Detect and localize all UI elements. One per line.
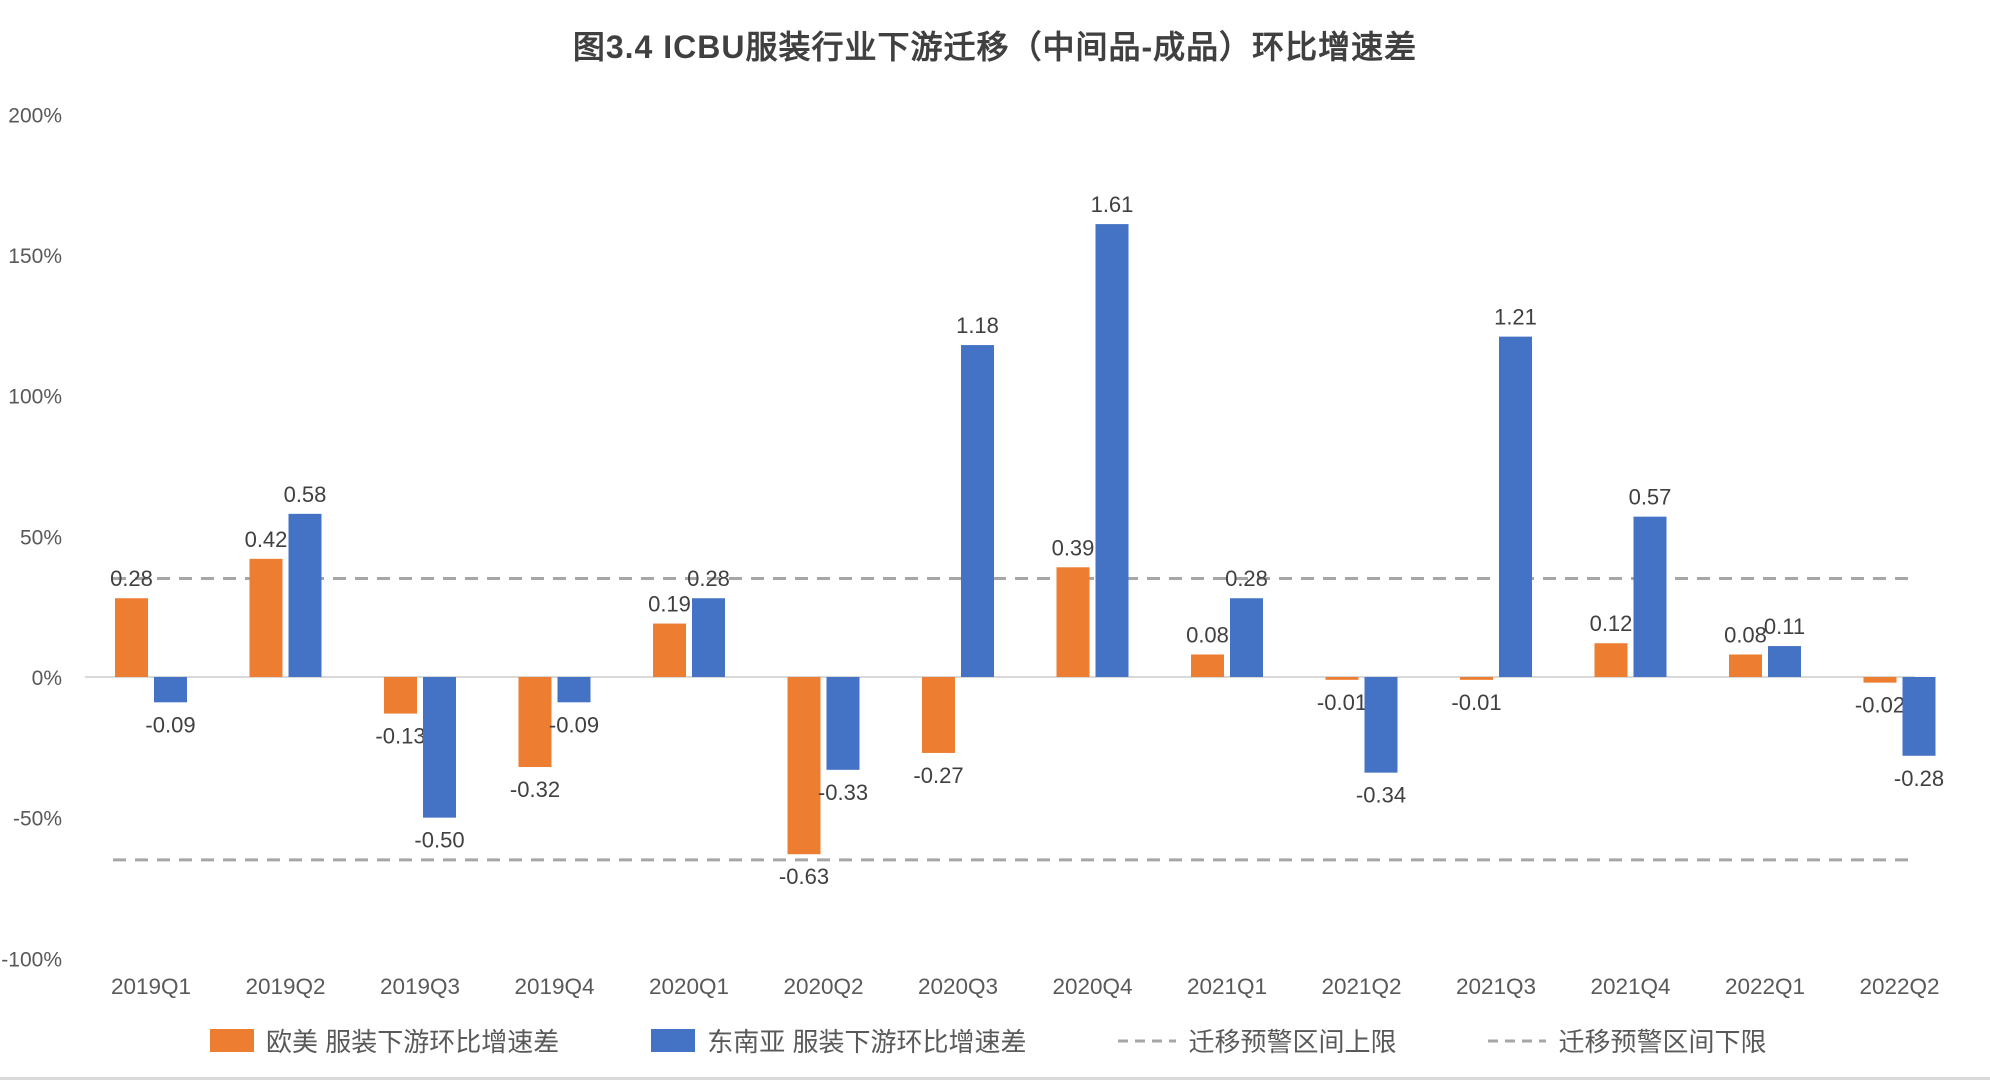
y-axis-tick-label: 200% bbox=[8, 104, 62, 127]
value-label: 0.57 bbox=[1629, 485, 1672, 510]
y-axis-tick-label: 100% bbox=[8, 386, 62, 409]
dashed-line-swatch-lower bbox=[1488, 1039, 1547, 1042]
value-label: 1.21 bbox=[1494, 305, 1537, 330]
bar-west-2022Q2 bbox=[1863, 677, 1897, 683]
value-label: -0.13 bbox=[375, 724, 425, 749]
bar-west-2020Q2 bbox=[787, 677, 821, 855]
value-label: 0.28 bbox=[687, 566, 730, 591]
west-series-swatch bbox=[210, 1029, 254, 1052]
x-axis-tick-label: 2021Q4 bbox=[1590, 974, 1670, 999]
bar-sea-2019Q2 bbox=[288, 513, 322, 677]
x-axis-tick-label: 2021Q3 bbox=[1456, 974, 1536, 999]
bar-west-2019Q4 bbox=[518, 677, 552, 768]
bar-sea-2020Q2 bbox=[826, 677, 860, 770]
value-label: -0.34 bbox=[1356, 783, 1406, 808]
x-axis-tick-label: 2019Q1 bbox=[111, 974, 191, 999]
value-label: 0.19 bbox=[648, 592, 691, 617]
bar-sea-2021Q3 bbox=[1499, 336, 1532, 677]
x-axis-tick-label: 2022Q1 bbox=[1725, 974, 1805, 999]
legend-label-west: 欧美 服装下游环比增速差 bbox=[266, 1027, 560, 1057]
value-label: -0.63 bbox=[779, 864, 829, 889]
value-label: 0.58 bbox=[284, 482, 327, 507]
bar-west-2021Q1 bbox=[1191, 654, 1224, 677]
bar-west-2020Q3 bbox=[922, 677, 955, 753]
x-axis-tick-label: 2020Q4 bbox=[1052, 974, 1132, 999]
value-label: 0.08 bbox=[1724, 622, 1767, 647]
value-label: -0.28 bbox=[1894, 766, 1944, 791]
value-label: 0.11 bbox=[1764, 614, 1805, 639]
bar-sea-2022Q1 bbox=[1768, 646, 1801, 677]
bar-sea-2021Q4 bbox=[1633, 516, 1667, 677]
bar-sea-2019Q4 bbox=[557, 677, 591, 703]
y-axis-tick-label: 150% bbox=[8, 245, 62, 268]
legend-item-west: 欧美 服装下游环比增速差 bbox=[210, 1022, 559, 1059]
bar-west-2019Q1 bbox=[115, 598, 148, 677]
value-label: -0.01 bbox=[1451, 690, 1501, 715]
value-label: 1.61 bbox=[1091, 192, 1134, 217]
value-label: -0.09 bbox=[549, 712, 599, 737]
bar-west-2020Q4 bbox=[1056, 567, 1090, 677]
bar-sea-2021Q2 bbox=[1364, 677, 1398, 773]
x-axis-tick-label: 2021Q1 bbox=[1187, 974, 1267, 999]
x-axis-tick-label: 2019Q4 bbox=[514, 974, 594, 999]
value-label: -0.33 bbox=[818, 780, 868, 805]
bar-sea-2020Q1 bbox=[692, 598, 725, 677]
bar-west-2019Q3 bbox=[384, 677, 417, 714]
bar-west-2021Q3 bbox=[1460, 677, 1493, 680]
value-label: -0.50 bbox=[414, 828, 464, 853]
value-label: 0.42 bbox=[245, 527, 288, 552]
chart-title: 图3.4 ICBU服装行业下游迁移（中间品-成品）环比增速差 bbox=[572, 29, 1418, 65]
value-label: -0.02 bbox=[1855, 693, 1905, 718]
value-label: -0.01 bbox=[1317, 690, 1367, 715]
y-axis-tick-label: 0% bbox=[32, 667, 62, 690]
value-label: -0.27 bbox=[913, 763, 963, 788]
bar-west-2021Q4 bbox=[1594, 643, 1628, 677]
bar-sea-2021Q1 bbox=[1230, 598, 1263, 677]
bar-sea-2020Q3 bbox=[961, 345, 994, 677]
legend-label-sea: 东南亚 服装下游环比增速差 bbox=[707, 1027, 1027, 1057]
chart-legend: 欧美 服装下游环比增速差 东南亚 服装下游环比增速差 迁移预警区间上限 迁移预警… bbox=[210, 1022, 1767, 1059]
y-axis-tick-label: -100% bbox=[1, 948, 62, 971]
bar-west-2020Q1 bbox=[653, 623, 686, 677]
bar-west-2022Q1 bbox=[1729, 654, 1762, 677]
legend-label-upper-limit: 迁移预警区间上限 bbox=[1188, 1027, 1397, 1057]
x-axis-tick-label: 2022Q2 bbox=[1859, 974, 1939, 999]
value-label: 0.28 bbox=[110, 566, 153, 591]
bar-west-2021Q2 bbox=[1325, 677, 1359, 680]
x-axis-tick-label: 2020Q1 bbox=[649, 974, 729, 999]
legend-label-lower-limit: 迁移预警区间下限 bbox=[1558, 1027, 1767, 1057]
x-axis-tick-label: 2020Q2 bbox=[783, 974, 863, 999]
x-axis-tick-label: 2019Q2 bbox=[245, 974, 325, 999]
value-label: 0.08 bbox=[1186, 622, 1229, 647]
x-axis-tick-label: 2021Q2 bbox=[1321, 974, 1401, 999]
value-label: -0.09 bbox=[145, 712, 195, 737]
x-axis-tick-label: 2019Q3 bbox=[380, 974, 460, 999]
value-label: 1.18 bbox=[956, 313, 999, 338]
bottom-divider bbox=[0, 1077, 1990, 1080]
bar-west-2019Q2 bbox=[249, 558, 283, 677]
x-axis-tick-label: 2020Q3 bbox=[918, 974, 998, 999]
legend-item-sea: 东南亚 服装下游环比增速差 bbox=[651, 1022, 1026, 1059]
value-label: -0.32 bbox=[510, 777, 560, 802]
bar-sea-2020Q4 bbox=[1095, 224, 1129, 677]
bar-sea-2019Q3 bbox=[423, 677, 456, 818]
y-axis-tick-label: -50% bbox=[13, 808, 62, 831]
bar-sea-2019Q1 bbox=[154, 677, 187, 703]
bar-sea-2022Q2 bbox=[1902, 677, 1936, 756]
legend-item-lower-limit: 迁移预警区间下限 bbox=[1488, 1022, 1767, 1059]
dashed-line-swatch-upper bbox=[1118, 1039, 1177, 1042]
value-label: 0.28 bbox=[1225, 566, 1268, 591]
value-label: 0.39 bbox=[1052, 535, 1095, 560]
legend-item-upper-limit: 迁移预警区间上限 bbox=[1118, 1022, 1396, 1059]
value-label: 0.12 bbox=[1590, 611, 1633, 636]
y-axis-tick-label: 50% bbox=[20, 526, 62, 549]
sea-series-swatch bbox=[651, 1029, 696, 1052]
